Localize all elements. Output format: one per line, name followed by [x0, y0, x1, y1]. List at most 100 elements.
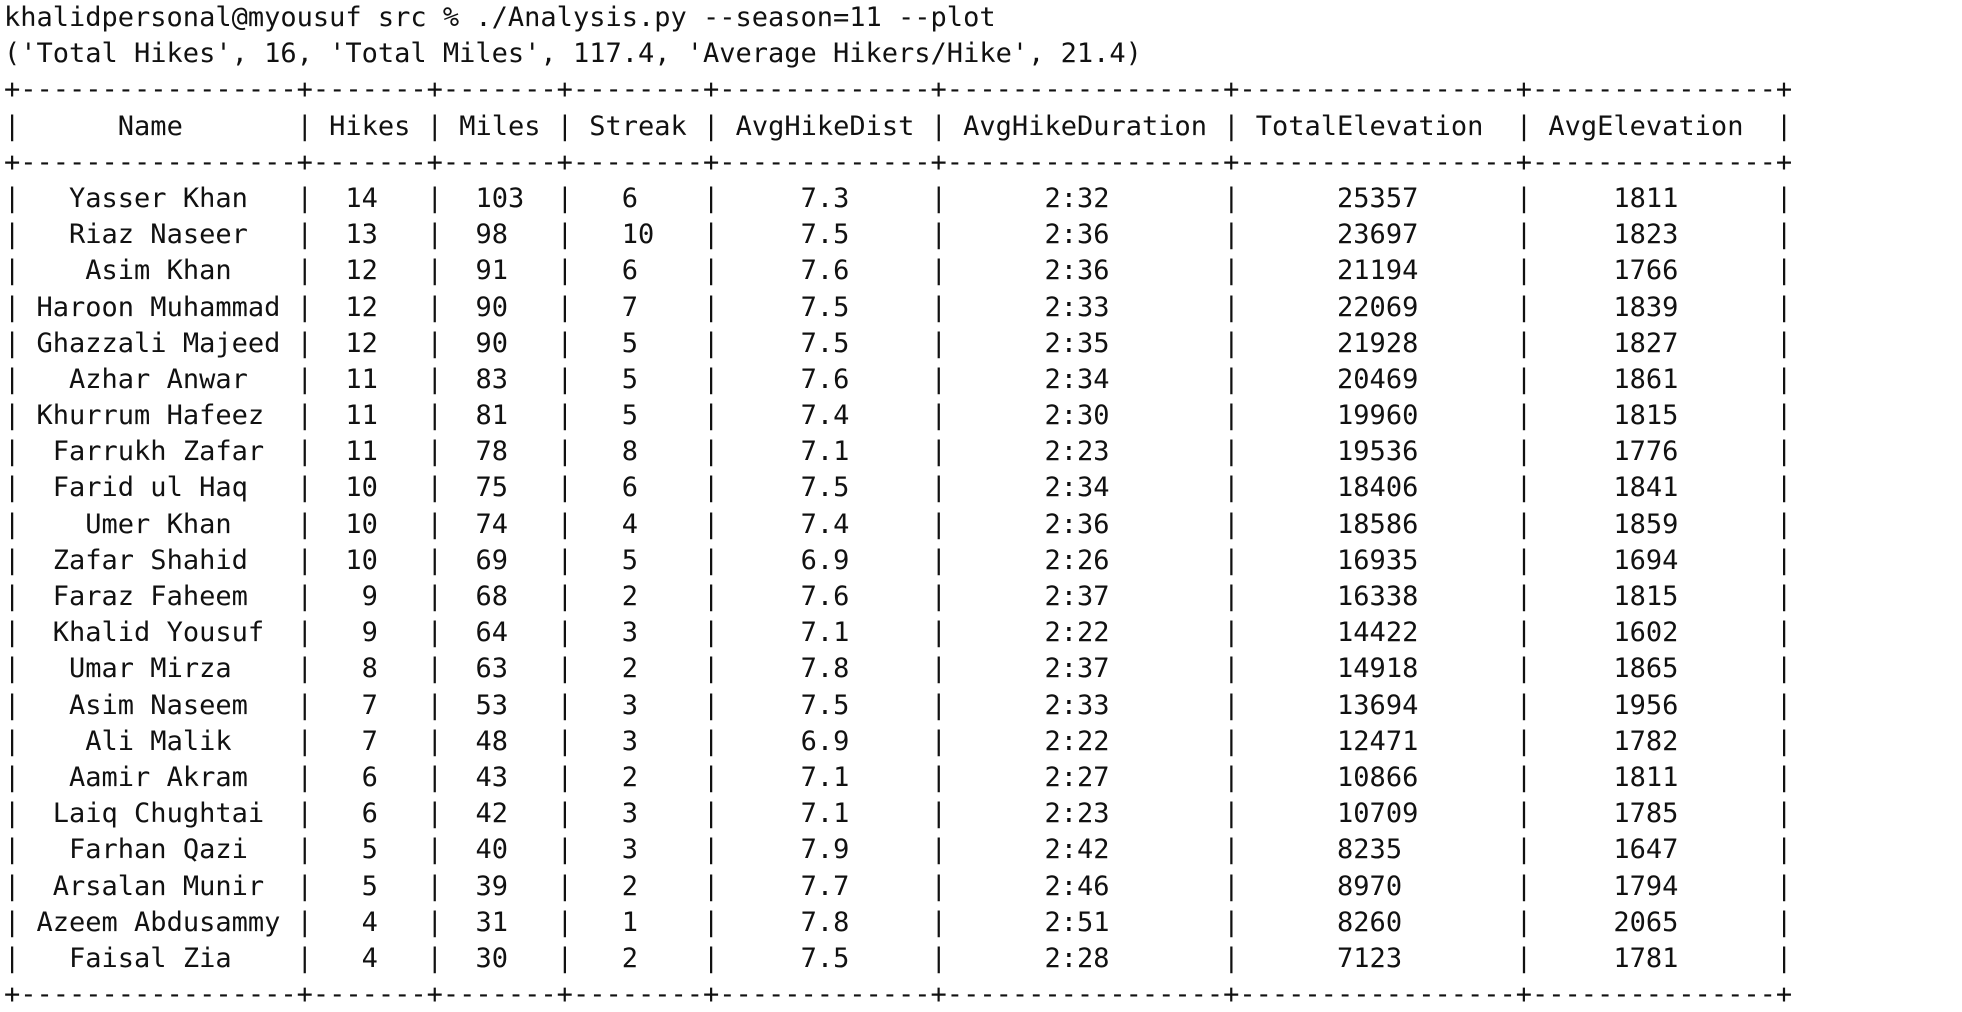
- table-cell: 30: [442, 942, 557, 974]
- table-cell: 39: [442, 870, 557, 902]
- table-cell: 1861: [1532, 363, 1776, 395]
- table-cell: 3: [573, 689, 704, 721]
- table-cell: Arsalan Munir: [20, 870, 297, 902]
- table-cell: Khurrum Hafeez: [20, 400, 297, 432]
- table-cell: 8260: [1239, 906, 1516, 938]
- table-cell: 74: [442, 508, 557, 540]
- table-cell: 5: [573, 544, 704, 576]
- column-header: AvgHikeDuration: [946, 110, 1224, 142]
- table-row: | Aamir Akram | 6 | 43 | 2 | 7.1 | 2:27 …: [4, 761, 1793, 793]
- table-cell: 2:34: [946, 363, 1224, 395]
- table-cell: 1: [573, 906, 704, 938]
- column-header: Name: [20, 110, 297, 142]
- table-cell: 2: [573, 653, 704, 685]
- table-cell: 2:32: [946, 182, 1224, 214]
- table-cell: 3: [573, 617, 704, 649]
- table-cell: Laiq Chughtai: [20, 798, 297, 830]
- table-cell: 2:36: [946, 219, 1224, 251]
- table-row: | Azeem Abdusammy | 4 | 31 | 1 | 7.8 | 2…: [4, 906, 1793, 938]
- table-cell: 2:22: [946, 725, 1224, 757]
- table-cell: 7.6: [719, 581, 931, 612]
- table-cell: 69: [442, 544, 557, 576]
- table-cell: 22069: [1239, 291, 1516, 323]
- table-cell: 68: [442, 581, 557, 612]
- table-cell: 11: [312, 436, 427, 468]
- table-cell: 7.5: [719, 942, 931, 974]
- table-cell: 40: [442, 834, 557, 866]
- table-cell: 90: [442, 291, 557, 323]
- table-cell: 6: [312, 761, 427, 793]
- table-cell: 3: [573, 834, 704, 866]
- table-cell: Ghazzali Majeed: [20, 327, 297, 359]
- table-cell: 90: [442, 327, 557, 359]
- table-cell: 8: [573, 436, 704, 468]
- table-cell: 83: [442, 363, 557, 395]
- table-cell: 5: [573, 363, 704, 395]
- table-cell: 2:22: [946, 617, 1224, 649]
- table-cell: 4: [312, 942, 427, 974]
- table-cell: 1785: [1532, 798, 1776, 830]
- table-cell: 31: [442, 906, 557, 938]
- table-cell: 10: [312, 508, 427, 540]
- table-cell: Faisal Zia: [20, 942, 297, 974]
- table-cell: 1602: [1532, 617, 1776, 649]
- table-cell: 7.1: [719, 436, 931, 468]
- table-cell: Farrukh Zafar: [20, 436, 297, 468]
- table-cell: 2: [573, 870, 704, 902]
- table-cell: 25357: [1239, 182, 1516, 214]
- table-cell: 9: [312, 581, 427, 612]
- table-cell: 1823: [1532, 219, 1776, 251]
- table-row: | Khurrum Hafeez | 11 | 81 | 5 | 7.4 | 2…: [4, 400, 1793, 432]
- table-row: | Azhar Anwar | 11 | 83 | 5 | 7.6 | 2:34…: [4, 363, 1793, 395]
- table-cell: 12: [312, 327, 427, 359]
- table-cell: 2:23: [946, 436, 1224, 468]
- table-cell: 13694: [1239, 689, 1516, 721]
- table-cell: 2:36: [946, 255, 1224, 287]
- table-cell: 1781: [1532, 942, 1776, 974]
- table-cell: 7.5: [719, 689, 931, 721]
- table-cell: 3: [573, 798, 704, 830]
- column-header: Hikes: [312, 110, 427, 142]
- stats-table: +-----------------+-------+-------+-----…: [4, 72, 1962, 1012]
- table-cell: 1794: [1532, 870, 1776, 902]
- table-row: | Ghazzali Majeed | 12 | 90 | 5 | 7.5 | …: [4, 327, 1793, 359]
- table-cell: 2:23: [946, 798, 1224, 830]
- table-row: | Umer Khan | 10 | 74 | 4 | 7.4 | 2:36 |…: [4, 508, 1793, 540]
- table-cell: 2:51: [946, 906, 1224, 938]
- table-cell: 14918: [1239, 653, 1516, 685]
- table-header-row: | Name | Hikes | Miles | Streak | AvgHik…: [4, 110, 1793, 142]
- table-row: | Farrukh Zafar | 11 | 78 | 8 | 7.1 | 2:…: [4, 436, 1793, 468]
- table-cell: 98: [442, 219, 557, 251]
- table-cell: 91: [442, 255, 557, 287]
- table-cell: 5: [573, 400, 704, 432]
- table-cell: 64: [442, 617, 557, 649]
- table-cell: 2:33: [946, 689, 1224, 721]
- table-cell: 6.9: [719, 544, 931, 576]
- table-cell: 7: [312, 689, 427, 721]
- table-cell: 2065: [1532, 906, 1776, 938]
- summary-output: ('Total Hikes', 16, 'Total Miles', 117.4…: [4, 38, 1142, 70]
- table-row: | Farid ul Haq | 10 | 75 | 6 | 7.5 | 2:3…: [4, 472, 1793, 504]
- table-cell: 2:30: [946, 400, 1224, 432]
- table-cell: 1815: [1532, 581, 1776, 612]
- table-row: | Asim Khan | 12 | 91 | 6 | 7.6 | 2:36 |…: [4, 255, 1793, 287]
- table-row: | Faraz Faheem | 9 | 68 | 2 | 7.6 | 2:37…: [4, 581, 1793, 612]
- table-cell: 11: [312, 400, 427, 432]
- table-cell: 13: [312, 219, 427, 251]
- table-cell: 1811: [1532, 182, 1776, 214]
- table-cell: Umer Khan: [20, 508, 297, 540]
- table-cell: Asim Khan: [20, 255, 297, 287]
- table-cell: 7.4: [719, 400, 931, 432]
- table-cell: 2:33: [946, 291, 1224, 323]
- table-cell: 7.5: [719, 291, 931, 323]
- table-cell: Riaz Naseer: [20, 219, 297, 251]
- table-cell: 8970: [1239, 870, 1516, 902]
- table-cell: Aamir Akram: [20, 761, 297, 793]
- table-cell: 78: [442, 436, 557, 468]
- table-cell: 12: [312, 291, 427, 323]
- table-row: | Ali Malik | 7 | 48 | 3 | 6.9 | 2:22 | …: [4, 725, 1793, 757]
- table-cell: 2:37: [946, 581, 1224, 612]
- table-cell: 10: [312, 544, 427, 576]
- table-cell: 12471: [1239, 725, 1516, 757]
